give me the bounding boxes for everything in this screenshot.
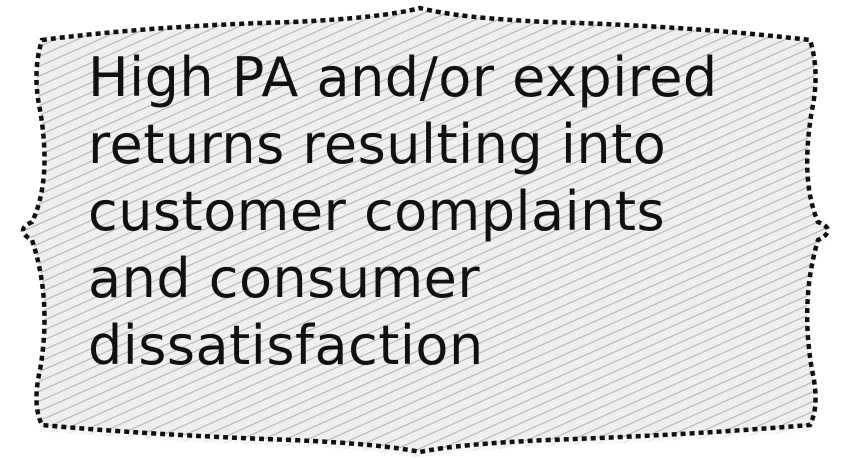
callout-line-5: dissatisfaction <box>88 314 484 377</box>
callout-line-4: and consumer <box>88 247 481 310</box>
callout-line-2: returns resulting into <box>88 113 667 176</box>
callout-line-1: High PA and/or expired <box>88 46 718 109</box>
callout-fill <box>23 8 828 452</box>
callout-dotted-border <box>20 5 831 455</box>
callout-text: High PA and/or expired returns resulting… <box>88 44 788 379</box>
callout-line-3: customer complaints <box>88 180 666 243</box>
